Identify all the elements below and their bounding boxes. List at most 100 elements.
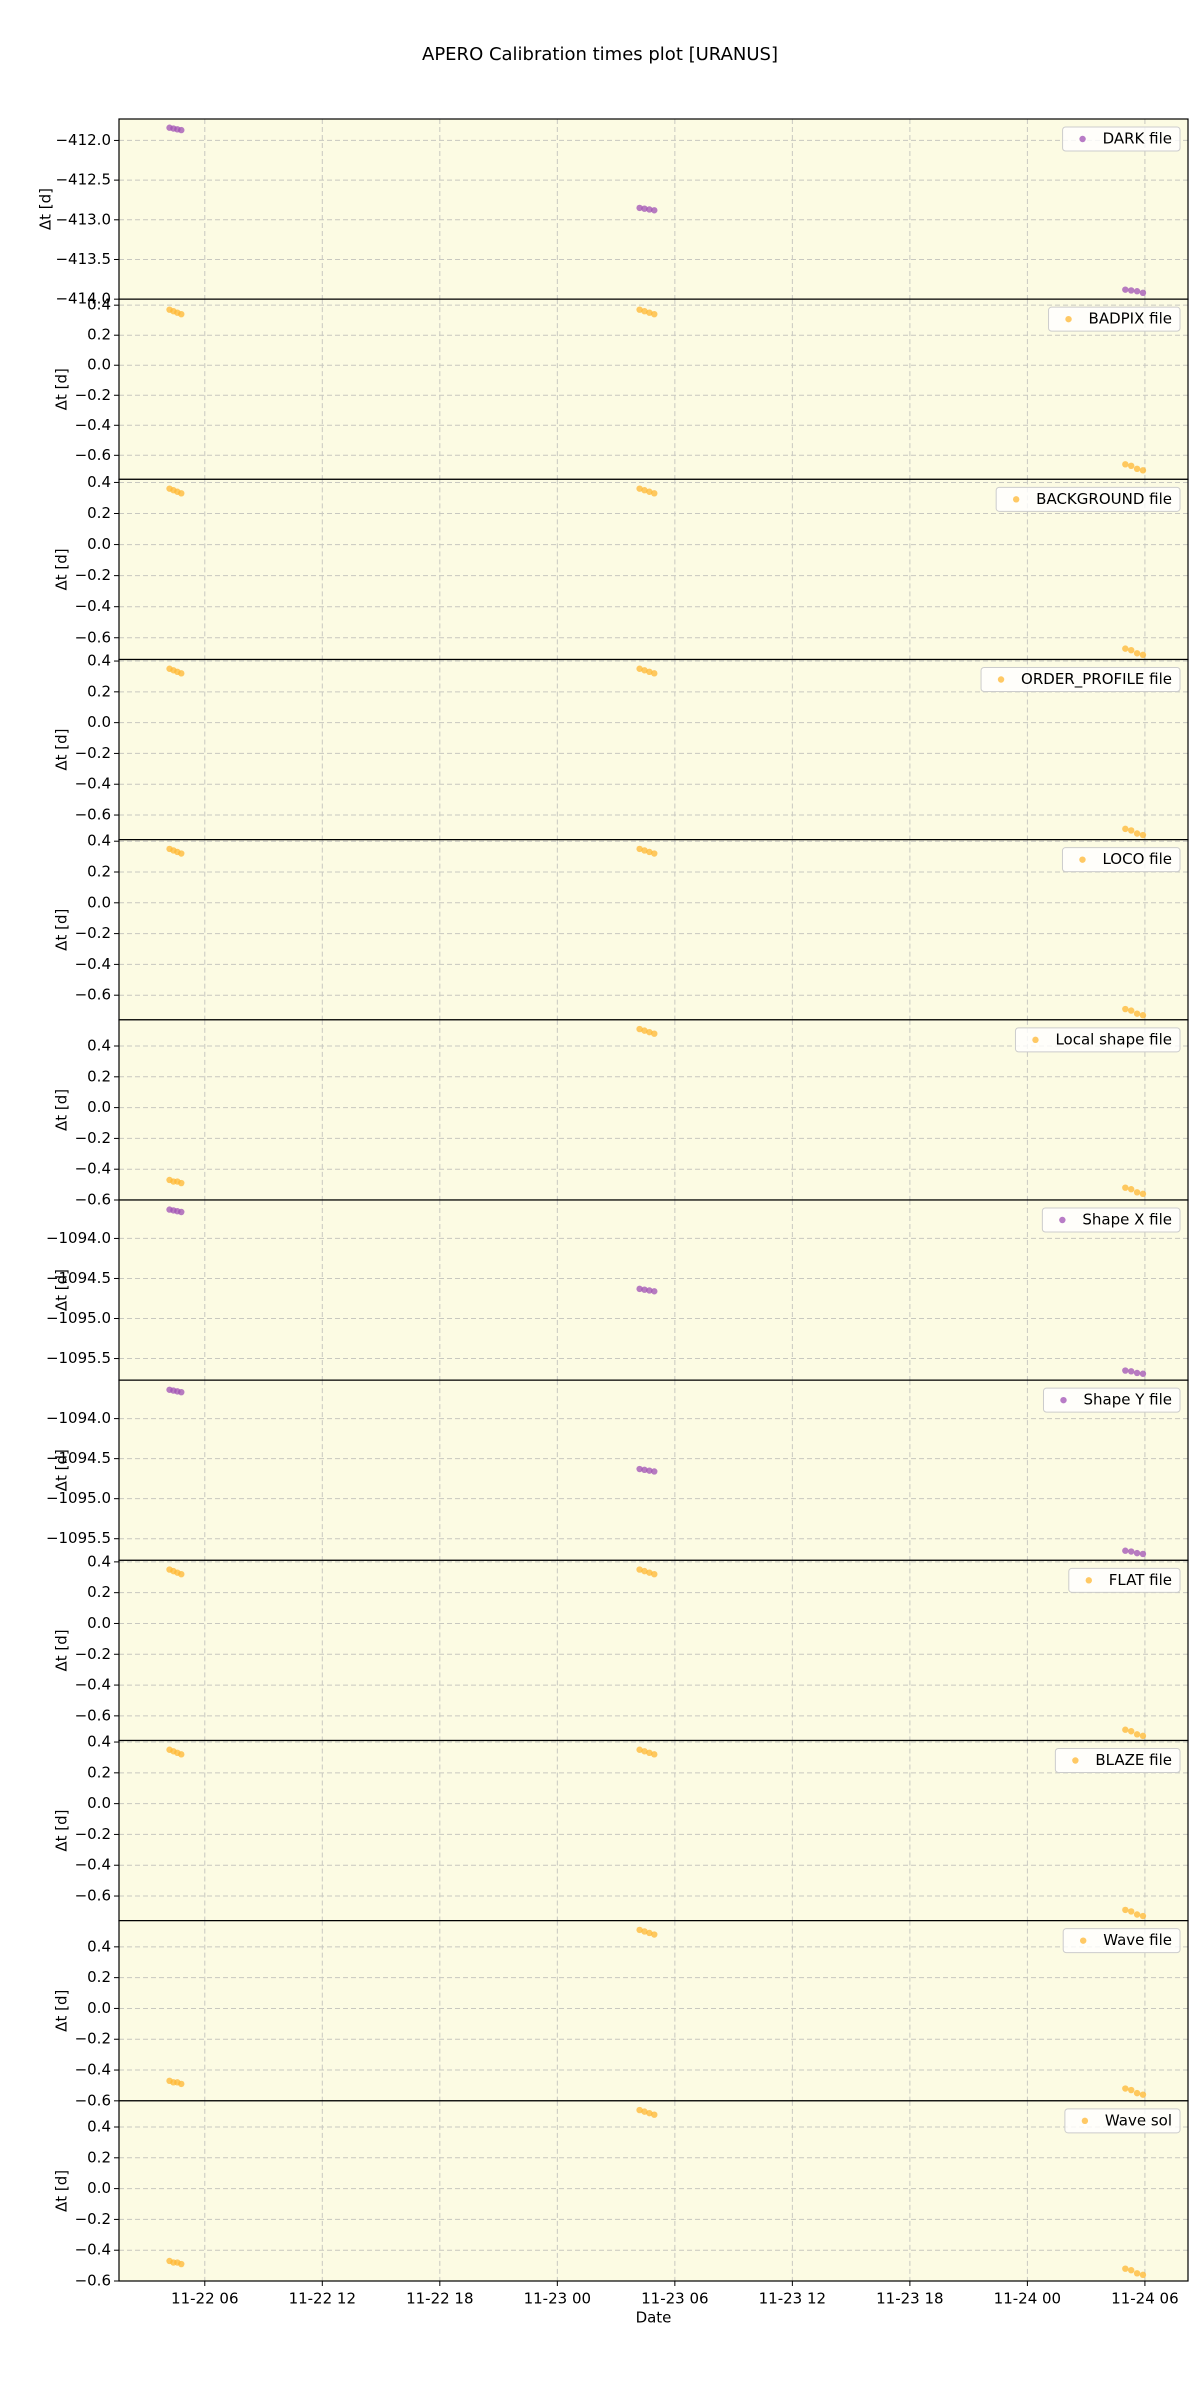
legend-box [980, 667, 1181, 692]
legend-marker [1065, 315, 1072, 323]
y-tick-label: −0.6 [75, 1706, 111, 1724]
x-tick-label: 11-22 06 [171, 2290, 238, 2308]
point [178, 1208, 185, 1216]
y-axis-label: Δt [d] [53, 909, 71, 951]
point [636, 204, 643, 212]
legend-box [995, 486, 1181, 512]
legend-marker [1080, 1937, 1087, 1944]
y-tick-label: −0.6 [75, 1191, 111, 1209]
plot-background [119, 839, 1188, 1020]
point [636, 1746, 643, 1753]
point [636, 845, 643, 853]
point [1133, 1369, 1141, 1377]
point [1122, 1367, 1129, 1374]
point [641, 2108, 648, 2115]
point [178, 850, 185, 857]
legend: BACKGROUND file [995, 486, 1181, 512]
point [651, 1030, 658, 1037]
point [646, 309, 653, 316]
plot-background [119, 1019, 1188, 1200]
legend-box [1062, 126, 1181, 152]
y-tick-label: 0.0 [87, 893, 111, 911]
y-tick-label: 0.4 [87, 652, 111, 670]
y-tick-label: −0.4 [75, 2061, 111, 2079]
y-tick-label: −1094.0 [46, 1229, 111, 1247]
point [1122, 2265, 1129, 2272]
legend: Wave sol [1064, 2108, 1181, 2134]
x-tick-label: 11-24 00 [994, 2290, 1061, 2308]
point [641, 307, 648, 315]
y-tick-label: 0.2 [87, 863, 111, 881]
point [651, 850, 658, 857]
point [651, 1468, 658, 1475]
y-tick-label: 0.4 [87, 1037, 111, 1055]
legend: LOCO file [1061, 847, 1181, 873]
point [1122, 1184, 1129, 1191]
point [641, 1928, 648, 1935]
chart-title: APERO Calibration times plot [URANUS] [422, 44, 778, 65]
point [1128, 462, 1135, 470]
y-tick-label: 0.4 [87, 473, 111, 491]
point [636, 2106, 643, 2114]
legend-marker [1085, 1577, 1092, 1584]
point [641, 847, 648, 854]
point [1133, 1549, 1141, 1557]
point [646, 2109, 653, 2117]
point [178, 1388, 185, 1396]
legend-marker [997, 676, 1005, 683]
y-tick-label: 0.2 [87, 1763, 111, 1781]
legend-marker [1079, 856, 1086, 863]
y-tick-label: 0.0 [87, 1098, 111, 1116]
legend-marker [1081, 2117, 1089, 2125]
point [641, 1567, 648, 1575]
point [1133, 2089, 1141, 2097]
y-tick-label: −1095.5 [46, 1529, 111, 1547]
y-tick-label: 0.2 [87, 1583, 111, 1601]
point [641, 1466, 648, 1474]
plot-background [119, 2100, 1188, 2281]
point [1122, 1005, 1129, 1013]
point [636, 1465, 643, 1473]
point [651, 207, 658, 214]
y-tick-label: −0.6 [75, 2272, 111, 2290]
legend-label: Shape Y file [1083, 1391, 1172, 1409]
y-tick-label: −0.4 [75, 955, 111, 973]
y-tick-label: −0.4 [75, 1856, 111, 1874]
point [646, 1749, 653, 1757]
point [1128, 1728, 1135, 1735]
y-tick-label: 0.4 [87, 1733, 111, 1751]
y-tick-label: 0.2 [87, 2148, 111, 2166]
point [1128, 827, 1135, 834]
point [651, 1931, 658, 1938]
y-tick-label: 0.0 [87, 535, 111, 553]
point [651, 310, 658, 318]
y-tick-label: −0.6 [75, 2091, 111, 2109]
x-tick-label: 11-23 18 [876, 2290, 943, 2308]
legend-label: ORDER_PROFILE file [1021, 670, 1172, 689]
legend-marker [1059, 1216, 1066, 1224]
point [1139, 1190, 1147, 1198]
legend-label: Local shape file [1055, 1030, 1172, 1048]
legend-box [1042, 1387, 1181, 1413]
y-tick-label: −0.4 [75, 1160, 111, 1178]
point [1133, 830, 1141, 837]
y-axis-label: Δt [d] [53, 368, 71, 410]
y-tick-label: −0.2 [75, 2030, 111, 2048]
y-axis-label: Δt [d] [53, 2170, 71, 2212]
point [646, 848, 653, 856]
point [178, 2080, 185, 2088]
point [1122, 2085, 1129, 2092]
point [646, 1929, 653, 1937]
point [651, 490, 658, 497]
y-tick-label: −1094.5 [46, 1449, 111, 1467]
point [178, 1570, 185, 1578]
legend: BLAZE file [1054, 1748, 1181, 1773]
point [651, 670, 658, 677]
x-tick-label: 11-22 12 [289, 2290, 356, 2308]
point [646, 1028, 653, 1036]
legend-label: BACKGROUND file [1036, 490, 1172, 508]
point [178, 1179, 185, 1187]
point [1133, 1731, 1141, 1738]
y-tick-label: −0.4 [75, 1676, 111, 1694]
y-tick-label: −413.0 [55, 210, 111, 228]
